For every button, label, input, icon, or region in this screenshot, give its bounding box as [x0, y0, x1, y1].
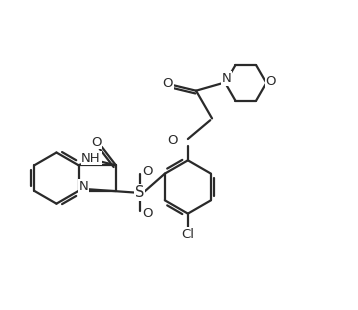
- Text: N: N: [222, 72, 232, 85]
- Text: O: O: [168, 134, 178, 147]
- Text: O: O: [142, 207, 153, 220]
- Text: O: O: [91, 136, 102, 149]
- Text: N: N: [78, 180, 88, 193]
- Text: NH: NH: [81, 152, 101, 165]
- Text: S: S: [135, 185, 144, 200]
- Text: O: O: [163, 77, 173, 90]
- Text: O: O: [265, 75, 276, 88]
- Text: Cl: Cl: [182, 228, 194, 241]
- Text: O: O: [142, 165, 153, 178]
